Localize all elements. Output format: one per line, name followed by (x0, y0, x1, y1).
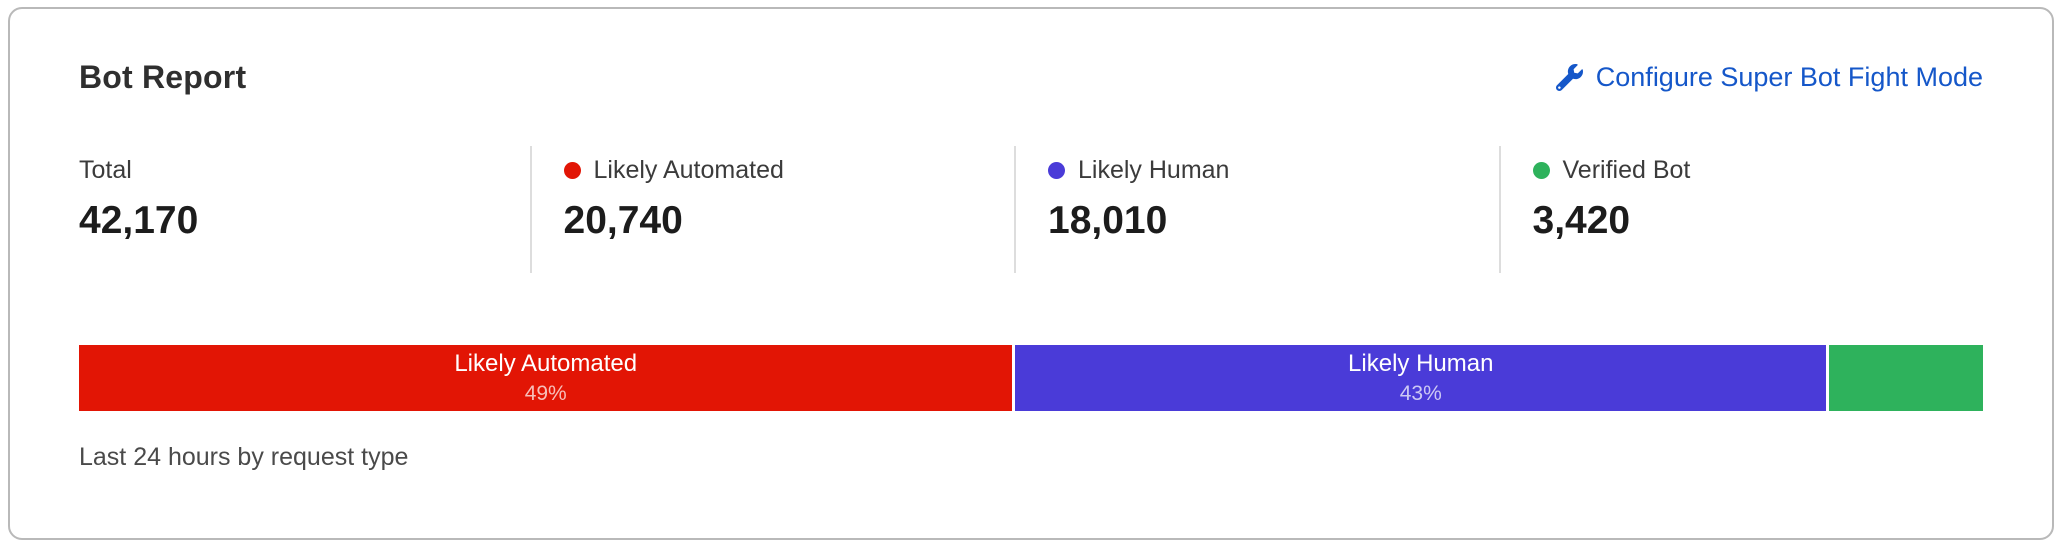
legend-dot-likely-human (1048, 162, 1065, 179)
stat-label-row: Likely Human (1048, 156, 1499, 185)
legend-dot-likely-automated (563, 162, 581, 179)
stat-likely-human: Likely Human 18,010 (1014, 146, 1499, 273)
legend-dot-verified-bot (1532, 162, 1550, 179)
wrench-icon (1555, 64, 1583, 91)
stat-value: 42,170 (79, 199, 199, 242)
stat-likely-automated: Likely Automated 20,740 (529, 146, 1015, 273)
stat-total: Total 42,170 (79, 146, 530, 273)
stat-label: Likely Automated (593, 156, 784, 184)
stat-value: 20,740 (563, 199, 683, 242)
stat-label-row: Likely Automated (563, 156, 1015, 185)
stats-row: Total 42,170 Likely Automated 20,740 Lik… (79, 146, 1983, 273)
stat-value: 3,420 (1532, 199, 1631, 242)
bar-segment-likely-human: Likely Human 43% (1015, 345, 1827, 411)
stat-label: Verified Bot (1562, 156, 1691, 184)
footnote: Last 24 hours by request type (79, 443, 409, 471)
bot-report-card: Bot Report Configure Super Bot Fight Mod… (8, 7, 2054, 540)
bar-segment-likely-automated: Likely Automated 49% (79, 345, 1013, 411)
configure-super-bot-fight-mode-link[interactable]: Configure Super Bot Fight Mode (1555, 62, 1983, 93)
card-header: Bot Report Configure Super Bot Fight Mod… (79, 59, 1983, 96)
stat-verified-bot: Verified Bot 3,420 (1498, 146, 1984, 273)
stat-label: Likely Human (1078, 156, 1230, 184)
stat-label-row: Total (79, 156, 530, 185)
bar-segment-label: Likely Human (1348, 350, 1494, 377)
bar-segment-verified-bot (1829, 345, 1983, 411)
stat-label: Total (79, 156, 132, 184)
bar-segment-percent: 49% (524, 381, 567, 405)
stacked-bar-chart: Likely Automated 49% Likely Human 43% (79, 345, 1983, 411)
page-title: Bot Report (79, 59, 247, 95)
stat-label-row: Verified Bot (1532, 156, 1984, 185)
bar-segment-label: Likely Automated (454, 350, 638, 377)
bar-segment-percent: 43% (1399, 381, 1442, 405)
configure-link-label: Configure Super Bot Fight Mode (1595, 62, 1983, 92)
stat-value: 18,010 (1048, 199, 1168, 242)
